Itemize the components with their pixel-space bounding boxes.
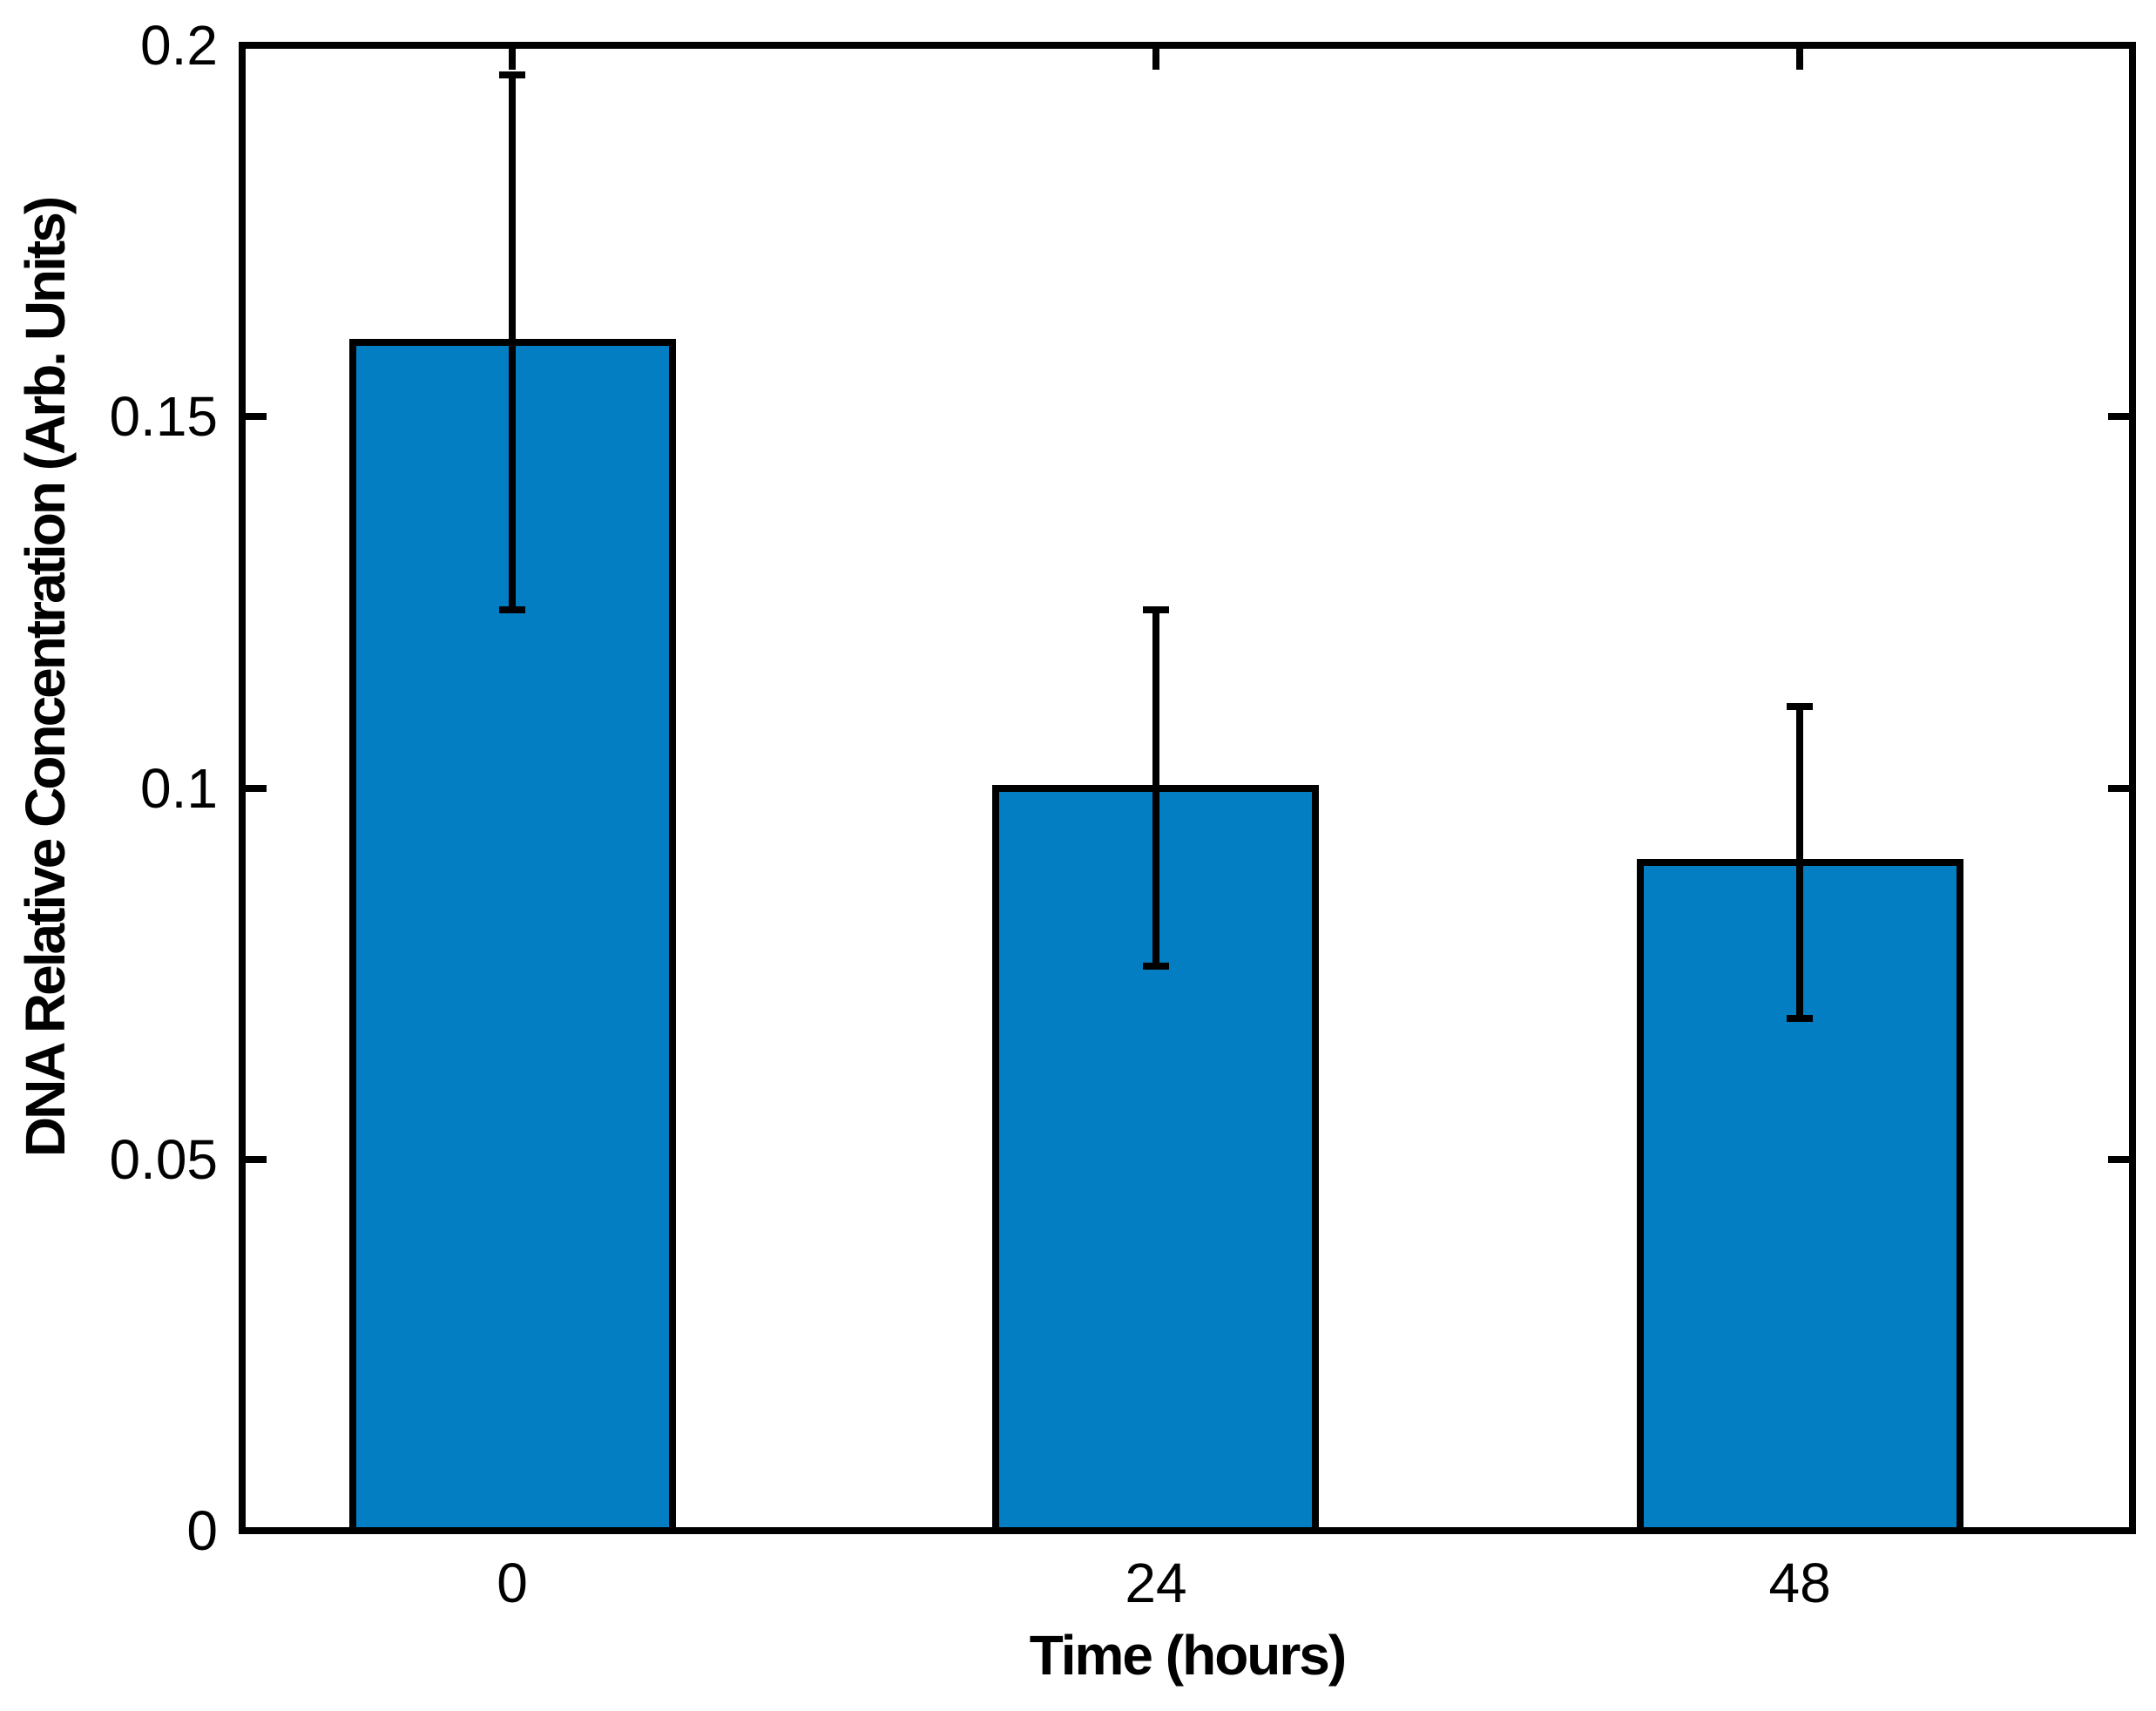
- bar: [1636, 858, 1963, 1534]
- y-tick-label: 0.15: [109, 385, 218, 449]
- y-tick-right: [2108, 1155, 2129, 1163]
- error-bar-line: [1152, 609, 1159, 967]
- y-tick-left: [246, 413, 267, 421]
- error-bar-cap-lower: [1787, 1014, 1814, 1022]
- y-tick-left: [246, 784, 267, 792]
- y-tick-left: [246, 1155, 267, 1163]
- y-axis-label: DNA Relative Concentration (Arb. Units): [14, 198, 77, 1158]
- error-bar-line: [509, 75, 517, 610]
- y-tick-label: 0.2: [140, 14, 218, 77]
- y-tick-label: 0.05: [109, 1127, 218, 1191]
- x-axis-label: Time (hours): [1029, 1624, 1347, 1687]
- error-bar-cap-lower: [1142, 963, 1169, 970]
- error-bar-cap-lower: [499, 605, 526, 613]
- error-bar-cap-upper: [1142, 605, 1169, 613]
- error-bar-cap-upper: [499, 71, 526, 79]
- y-tick-label: 0: [186, 1499, 218, 1562]
- x-tick-top: [509, 49, 517, 70]
- x-tick-top: [1152, 49, 1159, 70]
- y-tick-right: [2108, 784, 2129, 792]
- error-bar-cap-upper: [1787, 702, 1814, 710]
- y-tick-right: [2108, 413, 2129, 421]
- x-tick-label: 0: [497, 1552, 528, 1614]
- error-bar-line: [1796, 706, 1804, 1018]
- x-tick-label: 48: [1768, 1552, 1831, 1614]
- bar: [992, 784, 1320, 1534]
- y-tick-label: 0.1: [140, 756, 218, 820]
- x-tick-label: 24: [1125, 1552, 1187, 1614]
- x-tick-top: [1796, 49, 1804, 70]
